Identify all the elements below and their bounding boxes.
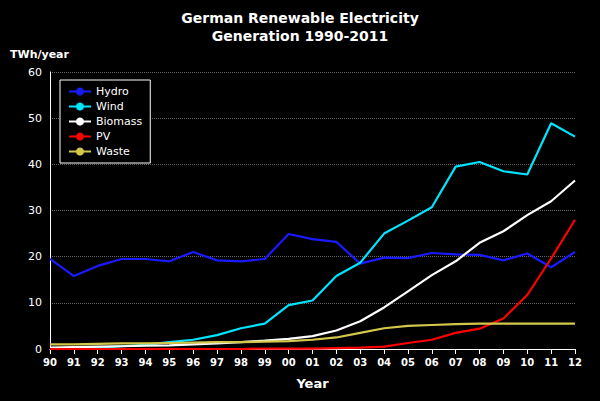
svg-text:97: 97 [210,357,224,368]
svg-text:05: 05 [401,357,415,368]
svg-text:93: 93 [115,357,129,368]
svg-text:95: 95 [162,357,176,368]
svg-text:German Renewable Electricity: German Renewable Electricity [181,10,419,26]
svg-text:08: 08 [473,357,487,368]
svg-text:91: 91 [67,357,81,368]
svg-text:Hydro: Hydro [96,85,129,98]
svg-text:40: 40 [28,158,42,171]
svg-text:Biomass: Biomass [96,115,143,128]
svg-text:TWh/year: TWh/year [10,48,70,61]
svg-text:10: 10 [28,296,42,309]
svg-text:04: 04 [377,357,391,368]
svg-text:98: 98 [234,357,248,368]
svg-text:PV: PV [96,130,111,143]
svg-text:09: 09 [496,357,510,368]
svg-text:Generation 1990-2011: Generation 1990-2011 [212,28,389,44]
svg-text:20: 20 [28,250,42,263]
svg-text:07: 07 [449,357,463,368]
svg-text:Year: Year [295,376,329,391]
svg-text:Waste: Waste [96,145,130,158]
svg-text:11: 11 [544,357,558,368]
svg-text:Wind: Wind [96,100,124,113]
svg-text:96: 96 [186,357,200,368]
svg-text:99: 99 [258,357,272,368]
svg-text:60: 60 [28,66,42,79]
svg-text:30: 30 [28,204,42,217]
svg-text:00: 00 [282,357,296,368]
svg-text:02: 02 [329,357,343,368]
svg-text:92: 92 [91,357,105,368]
svg-text:50: 50 [28,112,42,125]
svg-text:90: 90 [43,357,57,368]
svg-text:06: 06 [425,357,439,368]
svg-text:10: 10 [520,357,534,368]
svg-text:01: 01 [306,357,320,368]
svg-text:03: 03 [353,357,367,368]
svg-text:0: 0 [35,343,42,356]
svg-text:94: 94 [138,357,152,368]
svg-text:12: 12 [568,357,582,368]
